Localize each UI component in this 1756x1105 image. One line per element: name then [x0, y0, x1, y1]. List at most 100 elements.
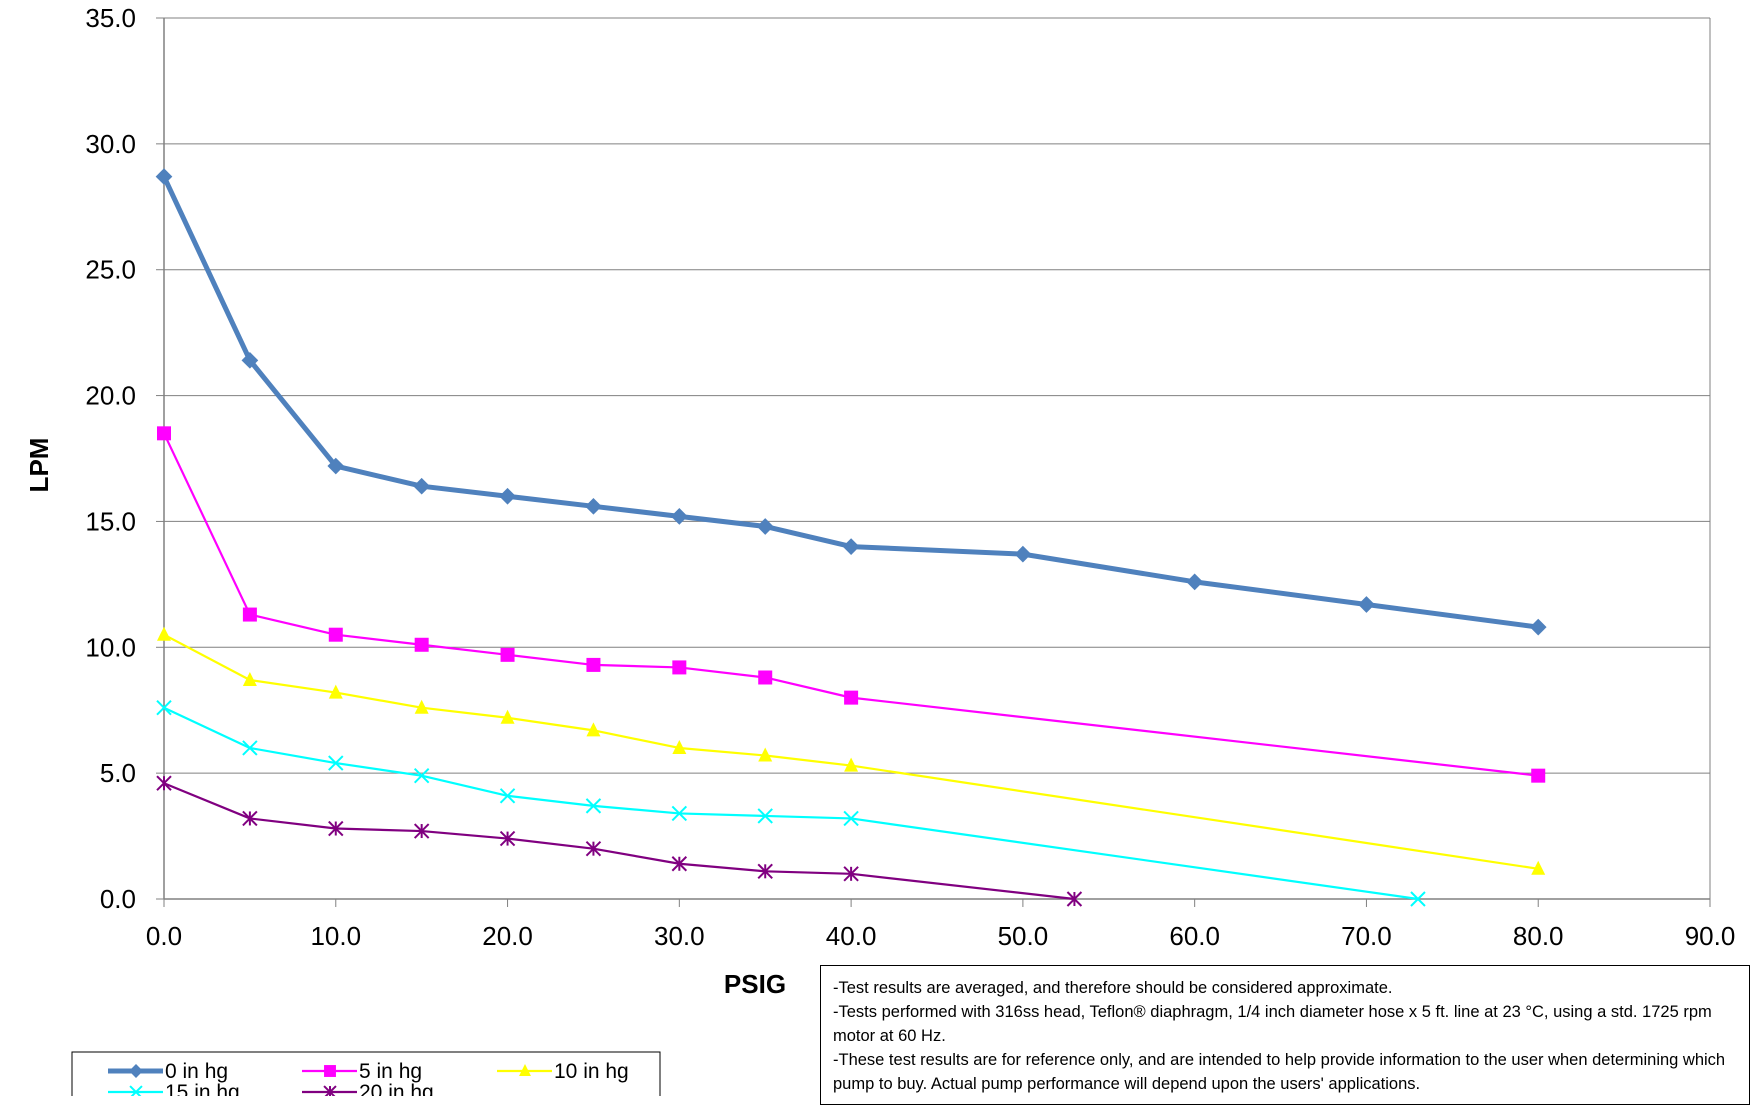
x-tick-label: 60.0	[1169, 921, 1220, 951]
data-point-stroke	[413, 767, 430, 784]
legend-label: 15 in hg	[165, 1081, 240, 1096]
y-tick-label: 35.0	[85, 3, 136, 33]
data-point	[586, 657, 601, 672]
legend: 0 in hg 5 in hg 10 in hg 15 in hg 20 in hg	[71, 1051, 661, 1096]
series-0	[155, 168, 1547, 636]
data-point	[328, 627, 343, 642]
data-point-stroke	[671, 805, 688, 822]
data-point	[328, 684, 343, 699]
data-point-stroke	[757, 808, 773, 824]
y-tick-label: 0.0	[100, 884, 136, 914]
data-point	[413, 767, 430, 784]
data-point	[672, 739, 687, 754]
data-point	[242, 740, 258, 756]
data-point	[1531, 768, 1546, 783]
data-point	[242, 607, 257, 622]
x-tick-label: 30.0	[654, 921, 705, 951]
note-line: -Tests performed with 316ss head, Teflon…	[833, 1003, 1712, 1045]
data-point	[241, 351, 259, 369]
data-point	[414, 637, 429, 652]
legend-label: 20 in hg	[359, 1081, 434, 1096]
data-point	[1410, 891, 1426, 907]
data-point	[1358, 596, 1375, 613]
x-tick-label: 50.0	[998, 921, 1049, 951]
series-line	[163, 633, 1539, 870]
series-1	[157, 426, 1546, 783]
data-point	[844, 757, 859, 772]
data-point	[328, 755, 344, 771]
data-point-stroke	[843, 810, 859, 827]
data-point	[414, 699, 429, 714]
x-axis-title: PSIG	[724, 969, 786, 999]
data-point-stroke	[242, 740, 258, 756]
data-point	[328, 820, 344, 837]
data-point	[1014, 545, 1032, 563]
y-tick-label: 20.0	[85, 381, 136, 411]
x-tick-label: 0.0	[146, 921, 182, 951]
y-tick-label: 15.0	[85, 506, 136, 536]
data-point	[157, 626, 171, 641]
data-point	[1186, 573, 1204, 591]
y-axis-title: LPM	[24, 438, 54, 493]
legend-item: 5 in hg	[302, 1060, 422, 1083]
data-point	[585, 840, 602, 857]
x-tick-label: 10.0	[310, 921, 361, 951]
series-line	[163, 432, 1539, 777]
data-point	[585, 798, 602, 814]
series-line	[161, 175, 1539, 630]
data-point	[586, 722, 601, 737]
legend-item: 15 in hg	[108, 1081, 240, 1096]
data-point	[499, 830, 516, 847]
gridlines	[164, 17, 1710, 774]
data-point-stroke	[585, 798, 602, 814]
data-point	[843, 866, 859, 882]
data-point-stroke	[328, 755, 344, 771]
note-line: -Test results are averaged, and therefor…	[833, 979, 1393, 997]
series-line	[163, 782, 1075, 901]
data-point	[757, 863, 773, 880]
x-tick-label: 40.0	[826, 921, 877, 951]
legend-box	[71, 1051, 661, 1096]
legend-label: 5 in hg	[359, 1060, 422, 1083]
tick-labels: 0.0 5.0 10.0 15.0 20.0 25.0 30.0 35.0 0.0 10.0 20.…	[85, 3, 1735, 951]
data-point	[844, 690, 859, 705]
y-tick-label: 30.0	[85, 129, 136, 159]
data-point	[1529, 618, 1547, 636]
series-lines	[155, 168, 1547, 907]
data-point	[758, 747, 773, 762]
data-point	[156, 775, 172, 791]
data-point	[500, 709, 515, 724]
data-point	[757, 808, 773, 824]
data-point-stroke	[499, 788, 516, 804]
series-3	[156, 699, 1426, 907]
data-point	[758, 670, 773, 685]
data-point	[242, 672, 257, 687]
data-point	[129, 1064, 143, 1078]
data-point	[671, 856, 688, 872]
data-point	[756, 518, 774, 535]
data-point	[499, 788, 516, 804]
legend-label: 10 in hg	[554, 1060, 629, 1083]
data-point	[1531, 860, 1546, 875]
x-tick-label: 20.0	[482, 921, 533, 951]
data-point	[670, 508, 688, 525]
data-point	[242, 810, 258, 827]
x-tick-label: 70.0	[1341, 921, 1392, 951]
data-point	[519, 1064, 531, 1076]
notes-box: -Test results are averaged, and therefor…	[820, 965, 1750, 1105]
data-point	[155, 168, 173, 185]
data-point	[499, 487, 516, 505]
data-point	[156, 699, 172, 716]
x-tick-label: 90.0	[1685, 921, 1736, 951]
data-point	[842, 538, 860, 555]
x-tick-label: 80.0	[1513, 921, 1564, 951]
y-tick-label: 10.0	[85, 632, 136, 662]
axes	[156, 17, 1711, 907]
data-point	[585, 497, 602, 515]
data-point	[672, 660, 687, 675]
data-point-stroke	[156, 699, 172, 716]
series-line	[163, 706, 1419, 901]
data-point-stroke	[1410, 891, 1426, 907]
y-tick-label: 5.0	[100, 758, 136, 788]
